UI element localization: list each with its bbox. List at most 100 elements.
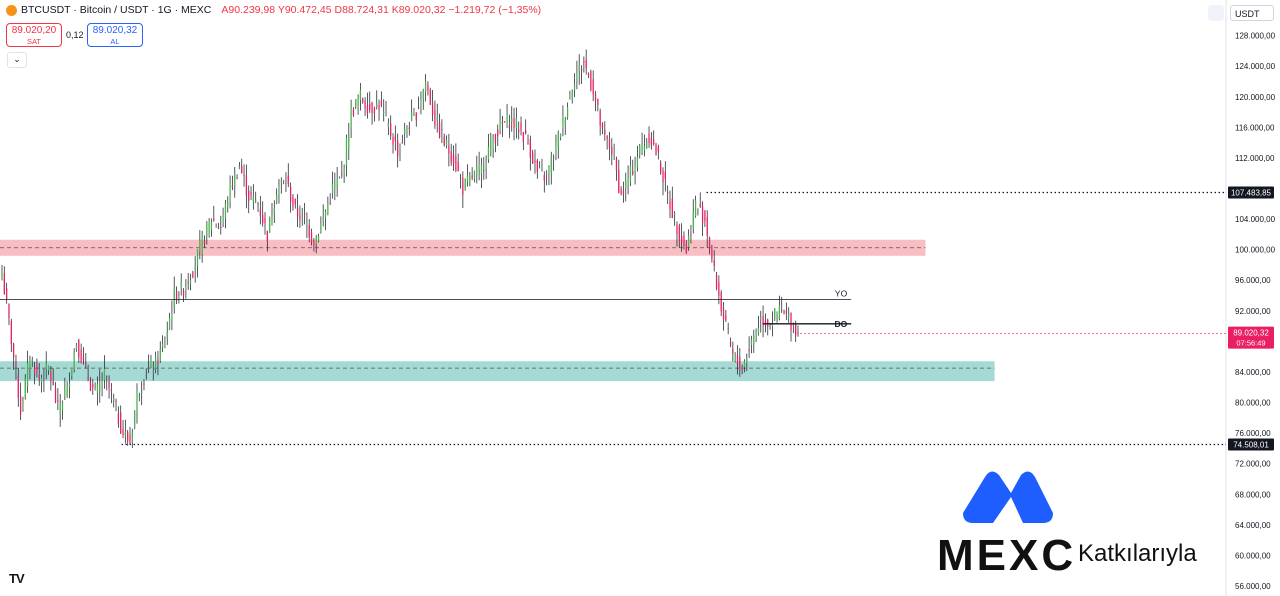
candle-body: [450, 151, 452, 163]
bitcoin-icon: [6, 4, 17, 16]
y-tick-label: 64.000,00: [1235, 521, 1271, 530]
buy-button[interactable]: 89.020,32 AL: [87, 23, 143, 47]
candle-body: [755, 332, 757, 336]
candle-body: [24, 378, 26, 399]
candle-body: [711, 248, 713, 260]
candle-body: [443, 136, 445, 146]
candle-body: [410, 112, 413, 121]
candle-body: [203, 240, 206, 244]
support-zone: [0, 361, 995, 382]
candle-body: [667, 192, 669, 194]
chevron-down-icon[interactable]: ⌄: [7, 52, 27, 68]
candle-body: [338, 176, 341, 178]
tradingview-logo-icon[interactable]: TV: [9, 571, 25, 586]
candle-body: [6, 288, 8, 300]
candle-body: [431, 103, 434, 116]
y-tick-label: 84.000,00: [1235, 368, 1271, 377]
candle-body: [378, 105, 380, 110]
candle-body: [257, 203, 259, 205]
candle-body: [448, 146, 450, 154]
currency-selector[interactable]: USDT: [1230, 5, 1274, 21]
candle-body: [515, 117, 518, 129]
ohlc-values: A90.239,98 Y90.472,45 D88.724,31 K89.020…: [221, 4, 541, 16]
candle-body: [774, 308, 776, 319]
candle-body: [227, 202, 229, 207]
buy-price: 89.020,32: [92, 25, 138, 36]
candle-body: [718, 282, 720, 296]
candle-body: [120, 412, 122, 434]
candle-body: [280, 181, 282, 183]
candle-body: [506, 114, 508, 127]
yo-label: YO: [835, 288, 848, 298]
sell-price: 89.020,20: [11, 25, 57, 36]
candle-body: [781, 309, 783, 311]
candle-body: [390, 123, 392, 136]
candle-body: [732, 348, 734, 354]
candle-body: [33, 367, 36, 376]
candle-body: [690, 234, 692, 236]
candle-body: [3, 273, 5, 294]
candle-body: [75, 344, 78, 350]
candle-body: [110, 389, 113, 392]
candle-body: [438, 123, 441, 138]
candle-body: [178, 296, 180, 299]
candle-body: [420, 99, 422, 107]
candle-body: [103, 368, 106, 381]
price-level-value: 74.508,01: [1233, 441, 1269, 450]
candle-body: [543, 175, 545, 181]
candle-body: [646, 140, 648, 149]
candle-body: [653, 139, 655, 145]
candle-body: [292, 197, 294, 207]
candle-body: [790, 312, 792, 331]
candle-body: [127, 432, 129, 441]
candle-body: [534, 160, 536, 163]
candle-body: [722, 307, 725, 320]
symbol-title[interactable]: BTCUSDT · Bitcoin / USDT · 1G · MEXC: [21, 4, 212, 16]
candle-body: [94, 388, 96, 390]
candle-body: [196, 249, 199, 266]
candle-body: [783, 311, 785, 313]
candle-body: [694, 200, 697, 217]
candle-body: [8, 304, 10, 319]
candle-body: [327, 203, 329, 215]
buy-label: AL: [110, 37, 120, 46]
candle-body: [50, 371, 52, 382]
candle-body: [348, 134, 350, 149]
candle-body: [462, 178, 464, 195]
high-value: Y90.472,45: [277, 4, 332, 16]
candle-body: [289, 186, 292, 202]
candle-body: [131, 432, 133, 443]
candle-body: [697, 208, 699, 210]
candle-body: [725, 314, 727, 320]
candle-body: [741, 366, 743, 371]
candle-body: [343, 168, 345, 174]
candle-body: [622, 190, 625, 195]
candle-body: [525, 130, 527, 134]
candle-body: [550, 157, 552, 174]
candle-body: [310, 232, 313, 243]
candle-body: [424, 81, 427, 93]
candle-body: [71, 370, 73, 376]
candle-body: [494, 134, 497, 144]
candle-body: [31, 359, 33, 361]
candle-body: [12, 343, 15, 357]
last-price-value: 89.020,32: [1233, 329, 1269, 338]
candle-body: [729, 342, 732, 346]
candle-body: [713, 260, 715, 266]
candle-body: [613, 154, 615, 156]
candle-body: [471, 175, 473, 179]
settings-square-icon[interactable]: [1208, 5, 1224, 21]
candle-body: [743, 361, 746, 368]
candle-body: [413, 110, 415, 115]
y-tick-label: 104.000,00: [1235, 215, 1276, 224]
candle-body: [19, 396, 22, 414]
chart-header: BTCUSDT · Bitcoin / USDT · 1G · MEXC A90…: [6, 4, 541, 16]
candle-body: [115, 400, 117, 402]
countdown-timer: 07:56:49: [1236, 339, 1265, 348]
candle-body: [78, 339, 80, 358]
candle-body: [54, 388, 57, 403]
candle-body: [317, 235, 320, 242]
candle-body: [89, 381, 92, 391]
sell-button[interactable]: 89.020,20 SAT: [6, 23, 62, 47]
